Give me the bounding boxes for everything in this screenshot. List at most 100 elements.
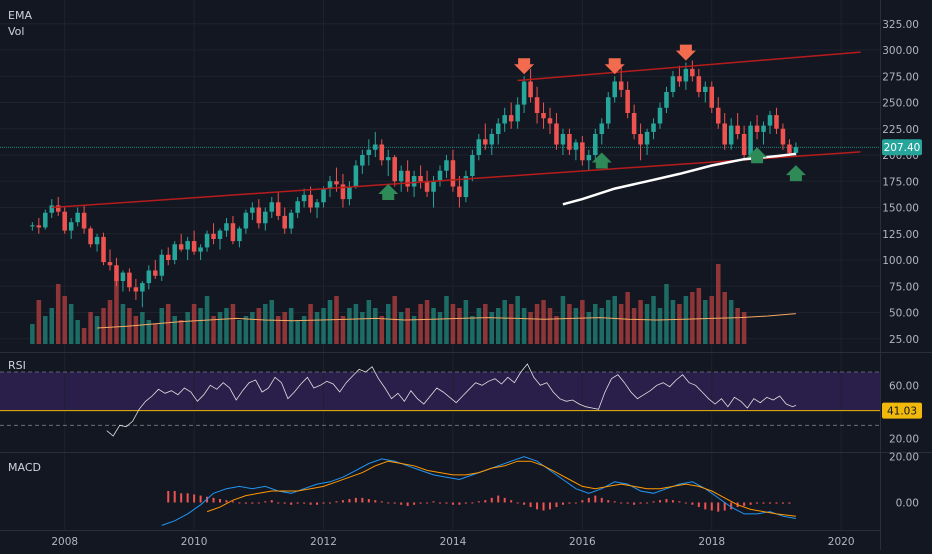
- time-axis[interactable]: 2008 2010 2012 2014 2016 2018 2020: [51, 536, 854, 548]
- candle-body: [715, 107, 721, 124]
- macd-hist-bar: [167, 491, 170, 503]
- candle-body: [476, 139, 482, 155]
- candle-body: [62, 211, 67, 231]
- volume-bar: [340, 316, 346, 344]
- candle-body: [75, 212, 80, 223]
- time-axis-tick: 2010: [181, 536, 208, 548]
- macd-hist-bar: [769, 502, 771, 504]
- volume-bar: [327, 300, 333, 344]
- arrow-markers: [378, 44, 806, 200]
- volume-bar: [211, 316, 216, 344]
- macd-hist-bar: [393, 502, 396, 504]
- volume-bar: [398, 312, 404, 344]
- volume-bar: [114, 276, 119, 344]
- price-axis-tick: 225.00: [882, 124, 919, 136]
- indicator-label-vol[interactable]: Vol: [8, 25, 24, 38]
- time-axis-tick: 2008: [51, 536, 78, 548]
- macd-hist-bar: [581, 500, 584, 503]
- volume-bar: [347, 308, 352, 344]
- volume-bar: [728, 300, 734, 344]
- indicator-label-ema[interactable]: EMA: [8, 9, 32, 22]
- macd-hist-bar: [710, 502, 713, 511]
- candle-body: [159, 254, 165, 276]
- price-axis-tick: 150.00: [882, 203, 919, 215]
- candle-body: [463, 176, 469, 197]
- volume-bar: [715, 264, 721, 344]
- volume-bar: [30, 324, 35, 344]
- volume-bar: [55, 284, 61, 344]
- candle-body: [754, 125, 760, 132]
- volume-bar: [444, 296, 449, 344]
- candle-body: [508, 115, 514, 122]
- macd-hist-bar: [743, 502, 746, 506]
- price-axis-tick: 325.00: [882, 19, 919, 31]
- candle-body: [424, 181, 430, 192]
- candle-body: [178, 244, 184, 250]
- volume-bar: [256, 308, 262, 344]
- candle-body: [107, 262, 113, 266]
- volume-bar: [457, 308, 462, 344]
- macd-axis-tick: 0.00: [896, 497, 919, 509]
- macd-hist-bar: [529, 502, 532, 508]
- macd-pane-label[interactable]: MACD: [8, 461, 41, 474]
- candle-body: [308, 194, 313, 208]
- macd-axis-tick: 20.00: [889, 452, 919, 464]
- candle-body: [172, 244, 177, 260]
- volume-bar: [308, 304, 313, 344]
- candle-body: [198, 247, 203, 252]
- macd-axis[interactable]: 20.00 0.00: [889, 452, 919, 510]
- rsi-pane-label[interactable]: RSI: [8, 359, 26, 372]
- volume-bar: [450, 304, 456, 344]
- volume-bar: [107, 300, 113, 344]
- time-axis-tick: 2016: [569, 536, 596, 548]
- arrow-up-marker: [591, 152, 612, 169]
- candle-body: [605, 97, 611, 124]
- price-axis[interactable]: 325.00300.00275.00250.00225.00200.00175.…: [882, 19, 919, 346]
- upper-trendline[interactable]: [517, 51, 861, 82]
- macd-hist-bar: [613, 501, 616, 503]
- candle-body: [263, 211, 268, 224]
- rsi-value-tag-text: 41.03: [887, 406, 917, 418]
- volume-bar: [191, 304, 197, 344]
- volume-bar: [521, 308, 527, 344]
- candle-body: [30, 225, 35, 227]
- macd-hist-bar: [756, 502, 759, 504]
- candle-body: [353, 165, 359, 187]
- macd-hist-bar: [600, 497, 603, 503]
- candle-body: [269, 202, 275, 212]
- macd-hist-bar: [523, 502, 526, 505]
- arrow-up-marker: [785, 165, 806, 182]
- candle-body: [392, 157, 397, 182]
- candle-body: [411, 176, 417, 187]
- rsi-band: [0, 372, 880, 411]
- volume-bar: [683, 296, 689, 344]
- candle-body: [114, 265, 119, 281]
- volume-bar: [515, 296, 520, 344]
- volume-bar: [735, 308, 740, 344]
- price-axis-tick: 275.00: [882, 71, 919, 83]
- macd-hist-bar: [348, 499, 351, 503]
- volume-ma-line: [97, 313, 796, 329]
- macd-hist-bar: [633, 502, 636, 505]
- candle-body: [385, 157, 391, 161]
- macd-hist-bar: [503, 497, 506, 503]
- candle-body: [767, 115, 773, 126]
- arrow-up-marker: [747, 147, 768, 164]
- macd-hist-bar: [426, 502, 429, 504]
- volume-bar: [101, 308, 106, 344]
- candle-body: [586, 155, 592, 161]
- candle-body: [541, 113, 546, 119]
- candle-body: [470, 155, 475, 176]
- lower-trendline[interactable]: [51, 151, 861, 209]
- macd-hist-bar: [413, 502, 416, 505]
- volume-bar: [405, 308, 410, 344]
- candle-body: [55, 205, 61, 212]
- macd-hist-bar: [536, 502, 539, 510]
- price-axis-tick: 175.00: [882, 176, 919, 188]
- rsi-axis[interactable]: 60.00 20.00: [889, 380, 919, 445]
- volume-bar: [502, 300, 507, 344]
- volume-bar: [508, 304, 514, 344]
- macd-hist-bar: [400, 502, 403, 505]
- candle-body: [36, 225, 42, 228]
- macd-hist-bar: [257, 502, 260, 504]
